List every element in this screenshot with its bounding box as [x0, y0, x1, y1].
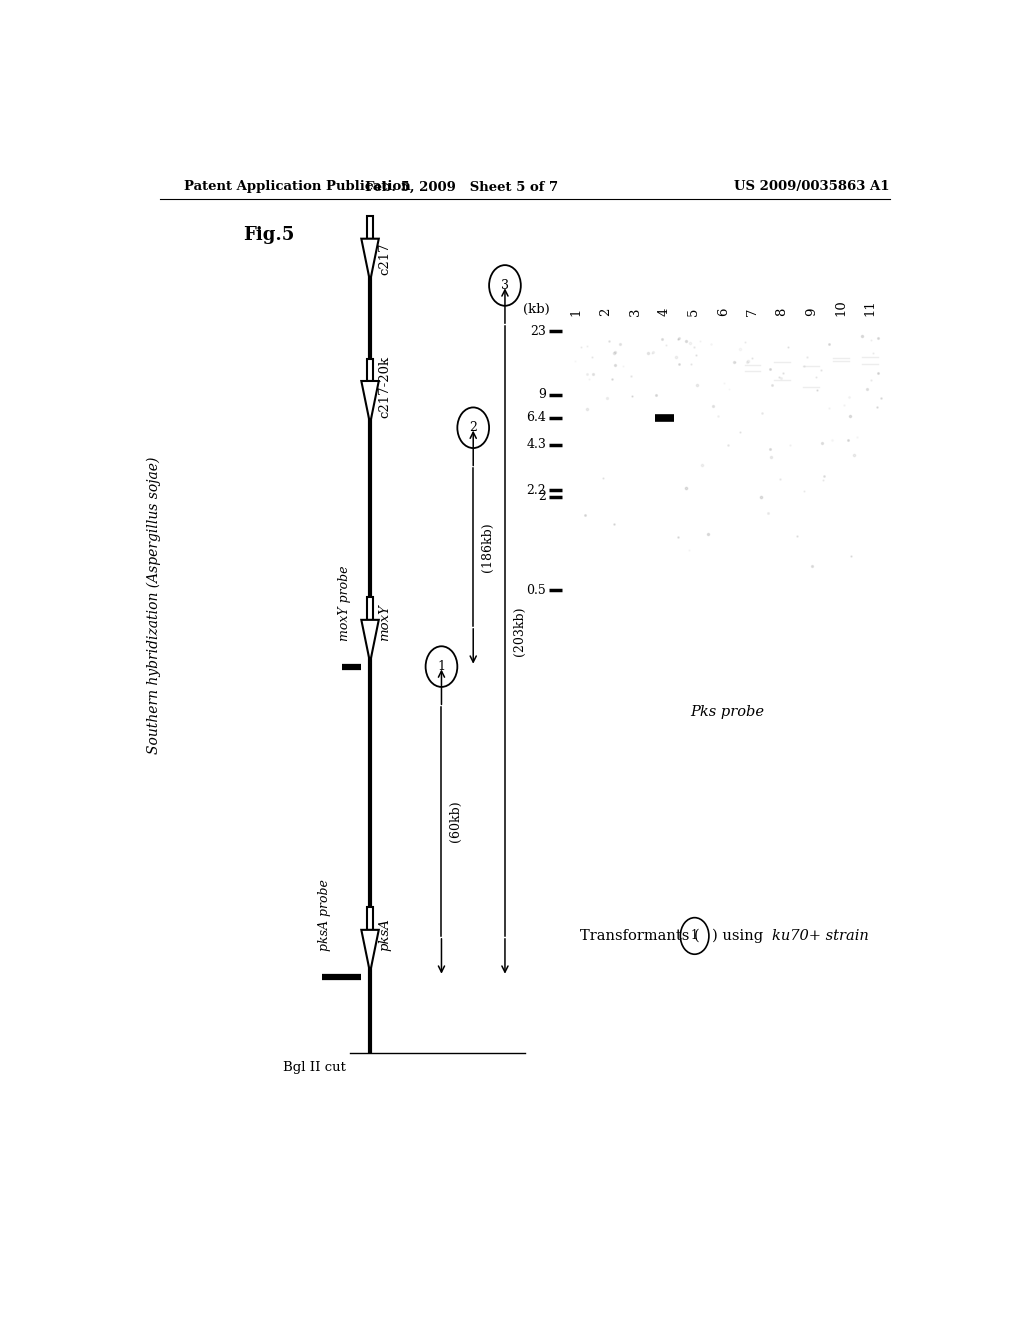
Text: 9: 9	[805, 308, 818, 315]
Text: 6: 6	[717, 308, 730, 315]
Text: 11: 11	[863, 300, 877, 315]
Text: 2: 2	[539, 490, 546, 503]
Text: 5: 5	[687, 308, 700, 315]
Text: 6.4: 6.4	[526, 412, 546, 424]
Polygon shape	[361, 239, 379, 281]
Text: 4: 4	[658, 308, 671, 315]
Polygon shape	[368, 598, 373, 620]
Text: 1: 1	[691, 929, 698, 942]
Text: 3: 3	[501, 279, 509, 292]
Text: ) using: ) using	[712, 929, 768, 944]
Text: Southern hybridization (Aspergillus sojae): Southern hybridization (Aspergillus soja…	[146, 457, 161, 754]
Text: 2: 2	[469, 421, 477, 434]
Polygon shape	[361, 929, 379, 973]
Text: (kb): (kb)	[523, 304, 550, 315]
Polygon shape	[368, 359, 373, 381]
Text: pksA probe: pksA probe	[318, 879, 332, 952]
Text: (60kb): (60kb)	[450, 801, 463, 842]
Polygon shape	[361, 620, 379, 663]
Text: Transformants (: Transformants (	[581, 929, 700, 942]
Text: 2: 2	[599, 308, 612, 315]
Polygon shape	[361, 381, 379, 424]
Text: Fig.5: Fig.5	[243, 226, 295, 244]
Polygon shape	[368, 907, 373, 929]
Text: moxY: moxY	[378, 605, 391, 642]
Text: c217: c217	[378, 243, 391, 276]
Text: 23: 23	[530, 325, 546, 338]
Text: c217-20k: c217-20k	[378, 355, 391, 417]
Text: (203kb): (203kb)	[513, 606, 526, 656]
Text: Patent Application Publication: Patent Application Publication	[183, 181, 411, 193]
Text: Feb. 5, 2009   Sheet 5 of 7: Feb. 5, 2009 Sheet 5 of 7	[365, 181, 558, 193]
Text: Pks probe: Pks probe	[690, 705, 764, 719]
Text: 7: 7	[746, 308, 759, 315]
Text: 4.3: 4.3	[526, 438, 546, 451]
Text: 3: 3	[629, 308, 642, 315]
Text: 10: 10	[835, 300, 847, 315]
Text: 2.2: 2.2	[526, 483, 546, 496]
Text: 1: 1	[437, 660, 445, 673]
Text: 0.5: 0.5	[526, 583, 546, 597]
Text: 9: 9	[539, 388, 546, 401]
Text: moxY probe: moxY probe	[338, 566, 351, 642]
Text: pksA: pksA	[378, 919, 391, 952]
Text: US 2009/0035863 A1: US 2009/0035863 A1	[734, 181, 890, 193]
Polygon shape	[368, 216, 373, 239]
Text: 1: 1	[570, 308, 583, 315]
Text: Bgl II cut: Bgl II cut	[284, 1061, 346, 1074]
Text: ku70+ strain: ku70+ strain	[772, 929, 869, 942]
Text: (186kb): (186kb)	[481, 523, 495, 572]
Text: 8: 8	[775, 308, 788, 315]
